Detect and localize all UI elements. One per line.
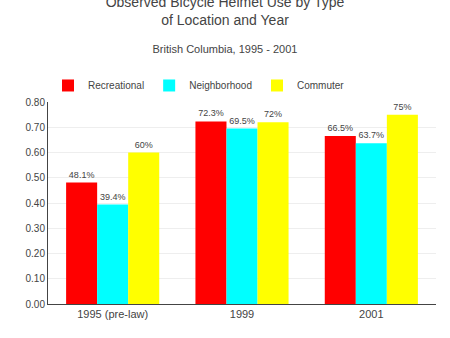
svg-text:69.5%: 69.5% [229, 116, 255, 126]
svg-text:1995 (pre-law): 1995 (pre-law) [77, 308, 148, 320]
svg-text:Observed Bicycle Helmet Use by: Observed Bicycle Helmet Use by Typeof Lo… [106, 0, 345, 28]
svg-text:63.7%: 63.7% [359, 130, 385, 140]
svg-text:48.1%: 48.1% [69, 170, 95, 180]
svg-text:39.4%: 39.4% [100, 192, 126, 202]
svg-text:Neighborhood: Neighborhood [189, 80, 252, 91]
svg-text:60%: 60% [135, 140, 153, 150]
svg-text:0.40: 0.40 [26, 198, 46, 209]
svg-text:0.60: 0.60 [26, 147, 46, 158]
svg-text:75%: 75% [393, 102, 411, 112]
svg-text:Commuter: Commuter [297, 80, 344, 91]
svg-text:72%: 72% [264, 109, 282, 119]
svg-text:2001: 2001 [359, 308, 383, 320]
svg-text:1999: 1999 [230, 308, 254, 320]
svg-text:0.80: 0.80 [26, 97, 46, 108]
svg-text:0.20: 0.20 [26, 248, 46, 259]
svg-text:0.70: 0.70 [26, 122, 46, 133]
svg-text:British Columbia, 1995 - 2001: British Columbia, 1995 - 2001 [153, 43, 298, 55]
svg-text:72.3%: 72.3% [198, 108, 224, 118]
svg-text:0.10: 0.10 [26, 273, 46, 284]
svg-text:Recreational: Recreational [88, 80, 144, 91]
svg-text:0.00: 0.00 [26, 299, 46, 310]
svg-text:66.5%: 66.5% [328, 123, 354, 133]
svg-text:0.50: 0.50 [26, 172, 46, 183]
svg-text:0.30: 0.30 [26, 223, 46, 234]
